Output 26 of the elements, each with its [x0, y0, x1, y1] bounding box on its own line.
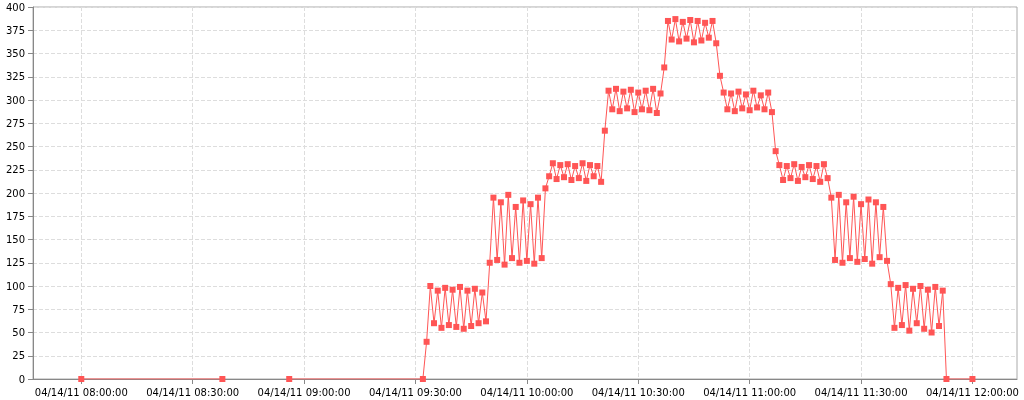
x-tick-label: 04/14/11 10:30:00	[591, 386, 685, 398]
y-tick-label: 125	[5, 257, 25, 269]
y-tick-label: 175	[5, 210, 25, 222]
y-tick-label: 225	[5, 164, 25, 176]
y-tick-label: 75	[12, 303, 25, 315]
x-tick-label: 04/14/11 08:00:00	[34, 386, 128, 398]
y-tick-label: 200	[5, 187, 25, 199]
x-tick-label: 04/14/11 09:00:00	[257, 386, 351, 398]
y-tick-label: 50	[12, 327, 25, 338]
y-tick-label: 150	[5, 234, 25, 245]
x-tick-label: 04/14/11 08:30:00	[146, 386, 240, 398]
y-tick-label: 25	[12, 350, 25, 362]
x-tick-label: 04/14/11 11:30:00	[814, 386, 908, 398]
y-tick-label: 275	[5, 117, 25, 129]
x-tick-label: 04/14/11 10:00:00	[480, 386, 574, 398]
y-tick-label: 0	[18, 373, 25, 385]
x-tick-label: 04/14/11 09:30:00	[368, 386, 462, 398]
y-tick-label: 300	[5, 94, 25, 106]
y-tick-label: 375	[5, 24, 25, 36]
y-tick-label: 400	[5, 1, 25, 13]
y-tick-label: 100	[5, 280, 25, 292]
y-tick-label: 350	[5, 48, 25, 59]
x-tick-label: 04/14/11 11:00:00	[703, 386, 797, 398]
x-tick-label: 04/14/11 12:00:00	[925, 386, 1019, 398]
y-tick-label: 250	[5, 141, 25, 152]
y-tick-label: 325	[5, 71, 25, 83]
